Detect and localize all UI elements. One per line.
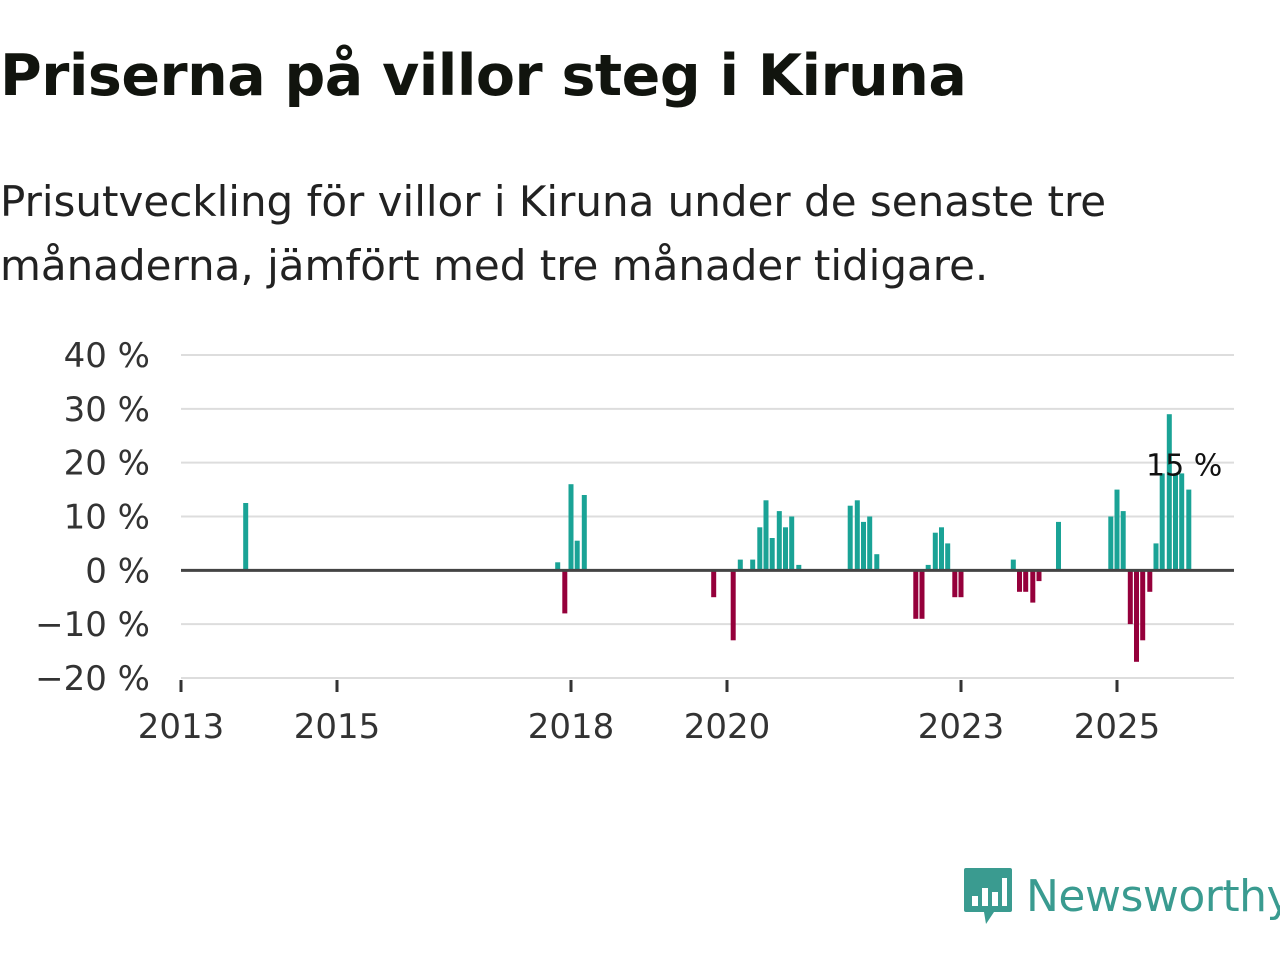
newsworthy-logo-icon (964, 868, 1012, 924)
bar (763, 500, 769, 571)
bar (1153, 543, 1159, 571)
bar (757, 527, 763, 571)
bar (789, 516, 795, 571)
bar (1166, 414, 1172, 571)
bar (1108, 516, 1114, 571)
x-tick-label: 2020 (684, 707, 771, 740)
bar (1140, 570, 1146, 641)
bar (574, 540, 580, 571)
bar (925, 564, 931, 571)
bar (730, 570, 736, 641)
brand-name: Newsworthy (1026, 870, 1280, 922)
x-tick-label: 2023 (918, 707, 1005, 740)
bar (874, 554, 880, 571)
x-tick-label: 2018 (528, 707, 615, 740)
bar (562, 570, 568, 614)
bar (1127, 570, 1133, 625)
bar (1036, 570, 1042, 582)
bar (1179, 473, 1185, 571)
bar (1147, 570, 1153, 592)
y-tick-label: 0 % (85, 551, 150, 591)
x-axis-labels: 2013 2015 2018 2020 2023 2025 (138, 707, 1161, 740)
x-tick-label: 2013 (138, 707, 225, 740)
y-tick-label: 20 % (64, 444, 150, 484)
y-axis-labels: 40 % 30 % 20 % 10 % 0 % −10 % −20 % (35, 336, 150, 699)
bar (1159, 473, 1165, 571)
bar (1114, 489, 1120, 571)
gridlines (181, 354, 1234, 679)
axes (179, 568, 1234, 692)
bar (854, 500, 860, 571)
bar (796, 564, 802, 571)
bar (1017, 570, 1022, 592)
x-tick-label: 2025 (1074, 707, 1161, 740)
bar (1186, 489, 1192, 571)
bar (939, 527, 944, 571)
bar (847, 505, 853, 571)
bar (1134, 570, 1139, 662)
bar (1023, 570, 1029, 592)
bar (945, 543, 951, 571)
y-tick-label: −10 % (35, 605, 150, 645)
value-annotation: 15 % (1146, 448, 1222, 483)
bar (1173, 473, 1178, 571)
bar (919, 570, 925, 619)
bar (783, 527, 788, 571)
y-tick-label: −20 % (35, 659, 150, 699)
bar (711, 570, 717, 598)
chart-subtitle: Prisutveckling för villor i Kiruna under… (0, 177, 1107, 290)
bar (861, 521, 866, 571)
bar (932, 532, 938, 571)
bar (555, 562, 561, 571)
bar (1056, 521, 1061, 571)
annotations: 15 % (1146, 448, 1222, 483)
bar (776, 511, 782, 571)
chart-title: Priserna på villor steg i Kiruna (0, 43, 967, 109)
bar (243, 503, 249, 571)
y-tick-label: 30 % (64, 390, 150, 430)
bar (750, 559, 756, 571)
brand-logo: Newsworthy (962, 864, 1280, 928)
bar (913, 570, 919, 619)
bar (568, 484, 574, 571)
y-tick-label: 40 % (64, 336, 150, 376)
bar (581, 495, 587, 571)
bar (958, 570, 964, 598)
bar (769, 538, 775, 571)
x-tick-label: 2015 (294, 707, 381, 740)
bar (952, 570, 958, 598)
bar (1120, 511, 1126, 571)
bar (867, 516, 873, 571)
bar (1010, 559, 1016, 571)
bar (737, 559, 743, 571)
y-tick-label: 10 % (64, 498, 150, 538)
bars (243, 414, 1192, 662)
bar (1030, 570, 1036, 603)
bar-chart: 40 %30 %20 %10 %0 %−10 %−20 % 2013 2015 20… (35, 336, 1234, 740)
